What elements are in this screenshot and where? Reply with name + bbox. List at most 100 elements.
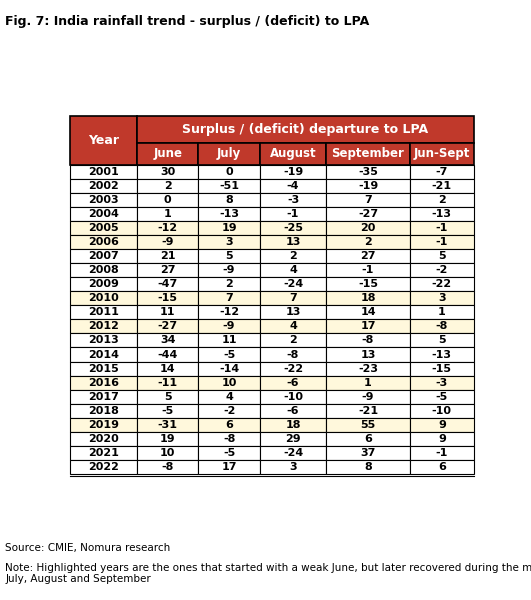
Bar [260, 165, 326, 179]
Bar [137, 165, 199, 179]
Bar [326, 165, 410, 179]
Text: -27: -27 [158, 322, 178, 331]
Text: 5: 5 [164, 392, 172, 401]
Bar [326, 235, 410, 249]
Text: 30: 30 [160, 167, 175, 177]
Text: 6: 6 [438, 462, 446, 472]
Text: -8: -8 [435, 322, 448, 331]
Text: -22: -22 [283, 364, 303, 374]
Bar [326, 221, 410, 235]
Bar [199, 249, 260, 263]
Text: -23: -23 [358, 364, 378, 374]
Text: 2007: 2007 [88, 251, 119, 261]
Text: 3: 3 [289, 462, 297, 472]
Bar [260, 334, 326, 347]
Text: 2001: 2001 [88, 167, 119, 177]
Bar [137, 116, 474, 143]
Bar [199, 277, 260, 292]
Bar [260, 235, 326, 249]
Text: 2006: 2006 [88, 237, 119, 247]
Bar [71, 347, 137, 362]
Text: -13: -13 [219, 209, 239, 219]
Bar [326, 207, 410, 221]
Bar [199, 347, 260, 362]
Text: -5: -5 [436, 392, 448, 401]
Bar [71, 277, 137, 292]
Bar [199, 446, 260, 460]
Bar [410, 319, 474, 334]
Bar [137, 143, 199, 165]
Bar [410, 143, 474, 165]
Text: -15: -15 [432, 364, 452, 374]
Text: 2016: 2016 [88, 377, 119, 388]
Bar [326, 446, 410, 460]
Text: 4: 4 [289, 265, 297, 275]
Bar [71, 432, 137, 446]
Bar [71, 193, 137, 207]
Text: -19: -19 [283, 167, 303, 177]
Bar [410, 446, 474, 460]
Bar [260, 362, 326, 376]
Text: 5: 5 [438, 251, 446, 261]
Text: 2022: 2022 [88, 462, 119, 472]
Text: -8: -8 [161, 462, 174, 472]
Text: 8: 8 [364, 462, 372, 472]
Text: -47: -47 [158, 279, 178, 289]
Text: -1: -1 [287, 209, 299, 219]
Bar [71, 263, 137, 277]
Text: 17: 17 [221, 462, 237, 472]
Text: -22: -22 [432, 279, 452, 289]
Bar [71, 376, 137, 389]
Bar [199, 143, 260, 165]
Text: -14: -14 [219, 364, 239, 374]
Bar [410, 165, 474, 179]
Bar [137, 404, 199, 418]
Bar [260, 292, 326, 305]
Text: 2: 2 [225, 279, 233, 289]
Bar [260, 347, 326, 362]
Bar [137, 263, 199, 277]
Text: 1: 1 [364, 377, 372, 388]
Bar [137, 418, 199, 432]
Text: 14: 14 [160, 364, 175, 374]
Bar [410, 404, 474, 418]
Text: Note: Highlighted years are the ones that started with a weak June, but later re: Note: Highlighted years are the ones tha… [5, 563, 531, 584]
Bar [410, 235, 474, 249]
Bar [410, 179, 474, 193]
Bar [71, 319, 137, 334]
Text: -31: -31 [158, 420, 178, 430]
Text: -8: -8 [287, 350, 299, 359]
Text: July: July [217, 147, 241, 160]
Bar [71, 389, 137, 404]
Text: 27: 27 [361, 251, 376, 261]
Bar [137, 207, 199, 221]
Text: 19: 19 [221, 223, 237, 233]
Bar [137, 460, 199, 474]
Text: 2021: 2021 [88, 448, 119, 458]
Text: Year: Year [88, 134, 119, 147]
Bar [260, 319, 326, 334]
Text: 17: 17 [361, 322, 376, 331]
Text: -5: -5 [161, 406, 174, 416]
Text: 13: 13 [361, 350, 376, 359]
Bar [326, 432, 410, 446]
Bar [71, 207, 137, 221]
Bar [137, 319, 199, 334]
Bar [410, 292, 474, 305]
Bar [71, 446, 137, 460]
Bar [199, 221, 260, 235]
Text: 18: 18 [285, 420, 301, 430]
Bar [410, 263, 474, 277]
Bar [71, 404, 137, 418]
Text: -15: -15 [358, 279, 378, 289]
Text: 2014: 2014 [88, 350, 119, 359]
Bar [410, 460, 474, 474]
Text: 5: 5 [438, 335, 446, 346]
Bar [71, 334, 137, 347]
Text: 7: 7 [364, 195, 372, 205]
Text: -10: -10 [432, 406, 452, 416]
Text: 9: 9 [438, 434, 446, 444]
Text: -9: -9 [223, 322, 235, 331]
Bar [410, 334, 474, 347]
Text: -19: -19 [358, 181, 378, 191]
